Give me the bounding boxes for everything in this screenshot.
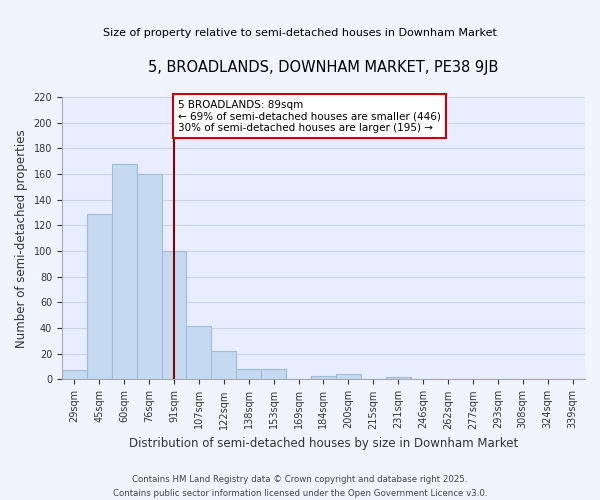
- Bar: [386, 377, 410, 380]
- Text: Contains HM Land Registry data © Crown copyright and database right 2025.
Contai: Contains HM Land Registry data © Crown c…: [113, 476, 487, 498]
- Bar: [62, 370, 87, 380]
- Y-axis label: Number of semi-detached properties: Number of semi-detached properties: [15, 129, 28, 348]
- Bar: [112, 164, 137, 380]
- Text: Size of property relative to semi-detached houses in Downham Market: Size of property relative to semi-detach…: [103, 28, 497, 38]
- Bar: [336, 374, 361, 380]
- Bar: [311, 376, 336, 380]
- Bar: [211, 351, 236, 380]
- X-axis label: Distribution of semi-detached houses by size in Downham Market: Distribution of semi-detached houses by …: [129, 437, 518, 450]
- Bar: [161, 251, 187, 380]
- Bar: [187, 326, 211, 380]
- Bar: [137, 174, 161, 380]
- Title: 5, BROADLANDS, DOWNHAM MARKET, PE38 9JB: 5, BROADLANDS, DOWNHAM MARKET, PE38 9JB: [148, 60, 499, 75]
- Text: 5 BROADLANDS: 89sqm
← 69% of semi-detached houses are smaller (446)
30% of semi-: 5 BROADLANDS: 89sqm ← 69% of semi-detach…: [178, 100, 440, 133]
- Bar: [236, 369, 261, 380]
- Bar: [87, 214, 112, 380]
- Bar: [261, 369, 286, 380]
